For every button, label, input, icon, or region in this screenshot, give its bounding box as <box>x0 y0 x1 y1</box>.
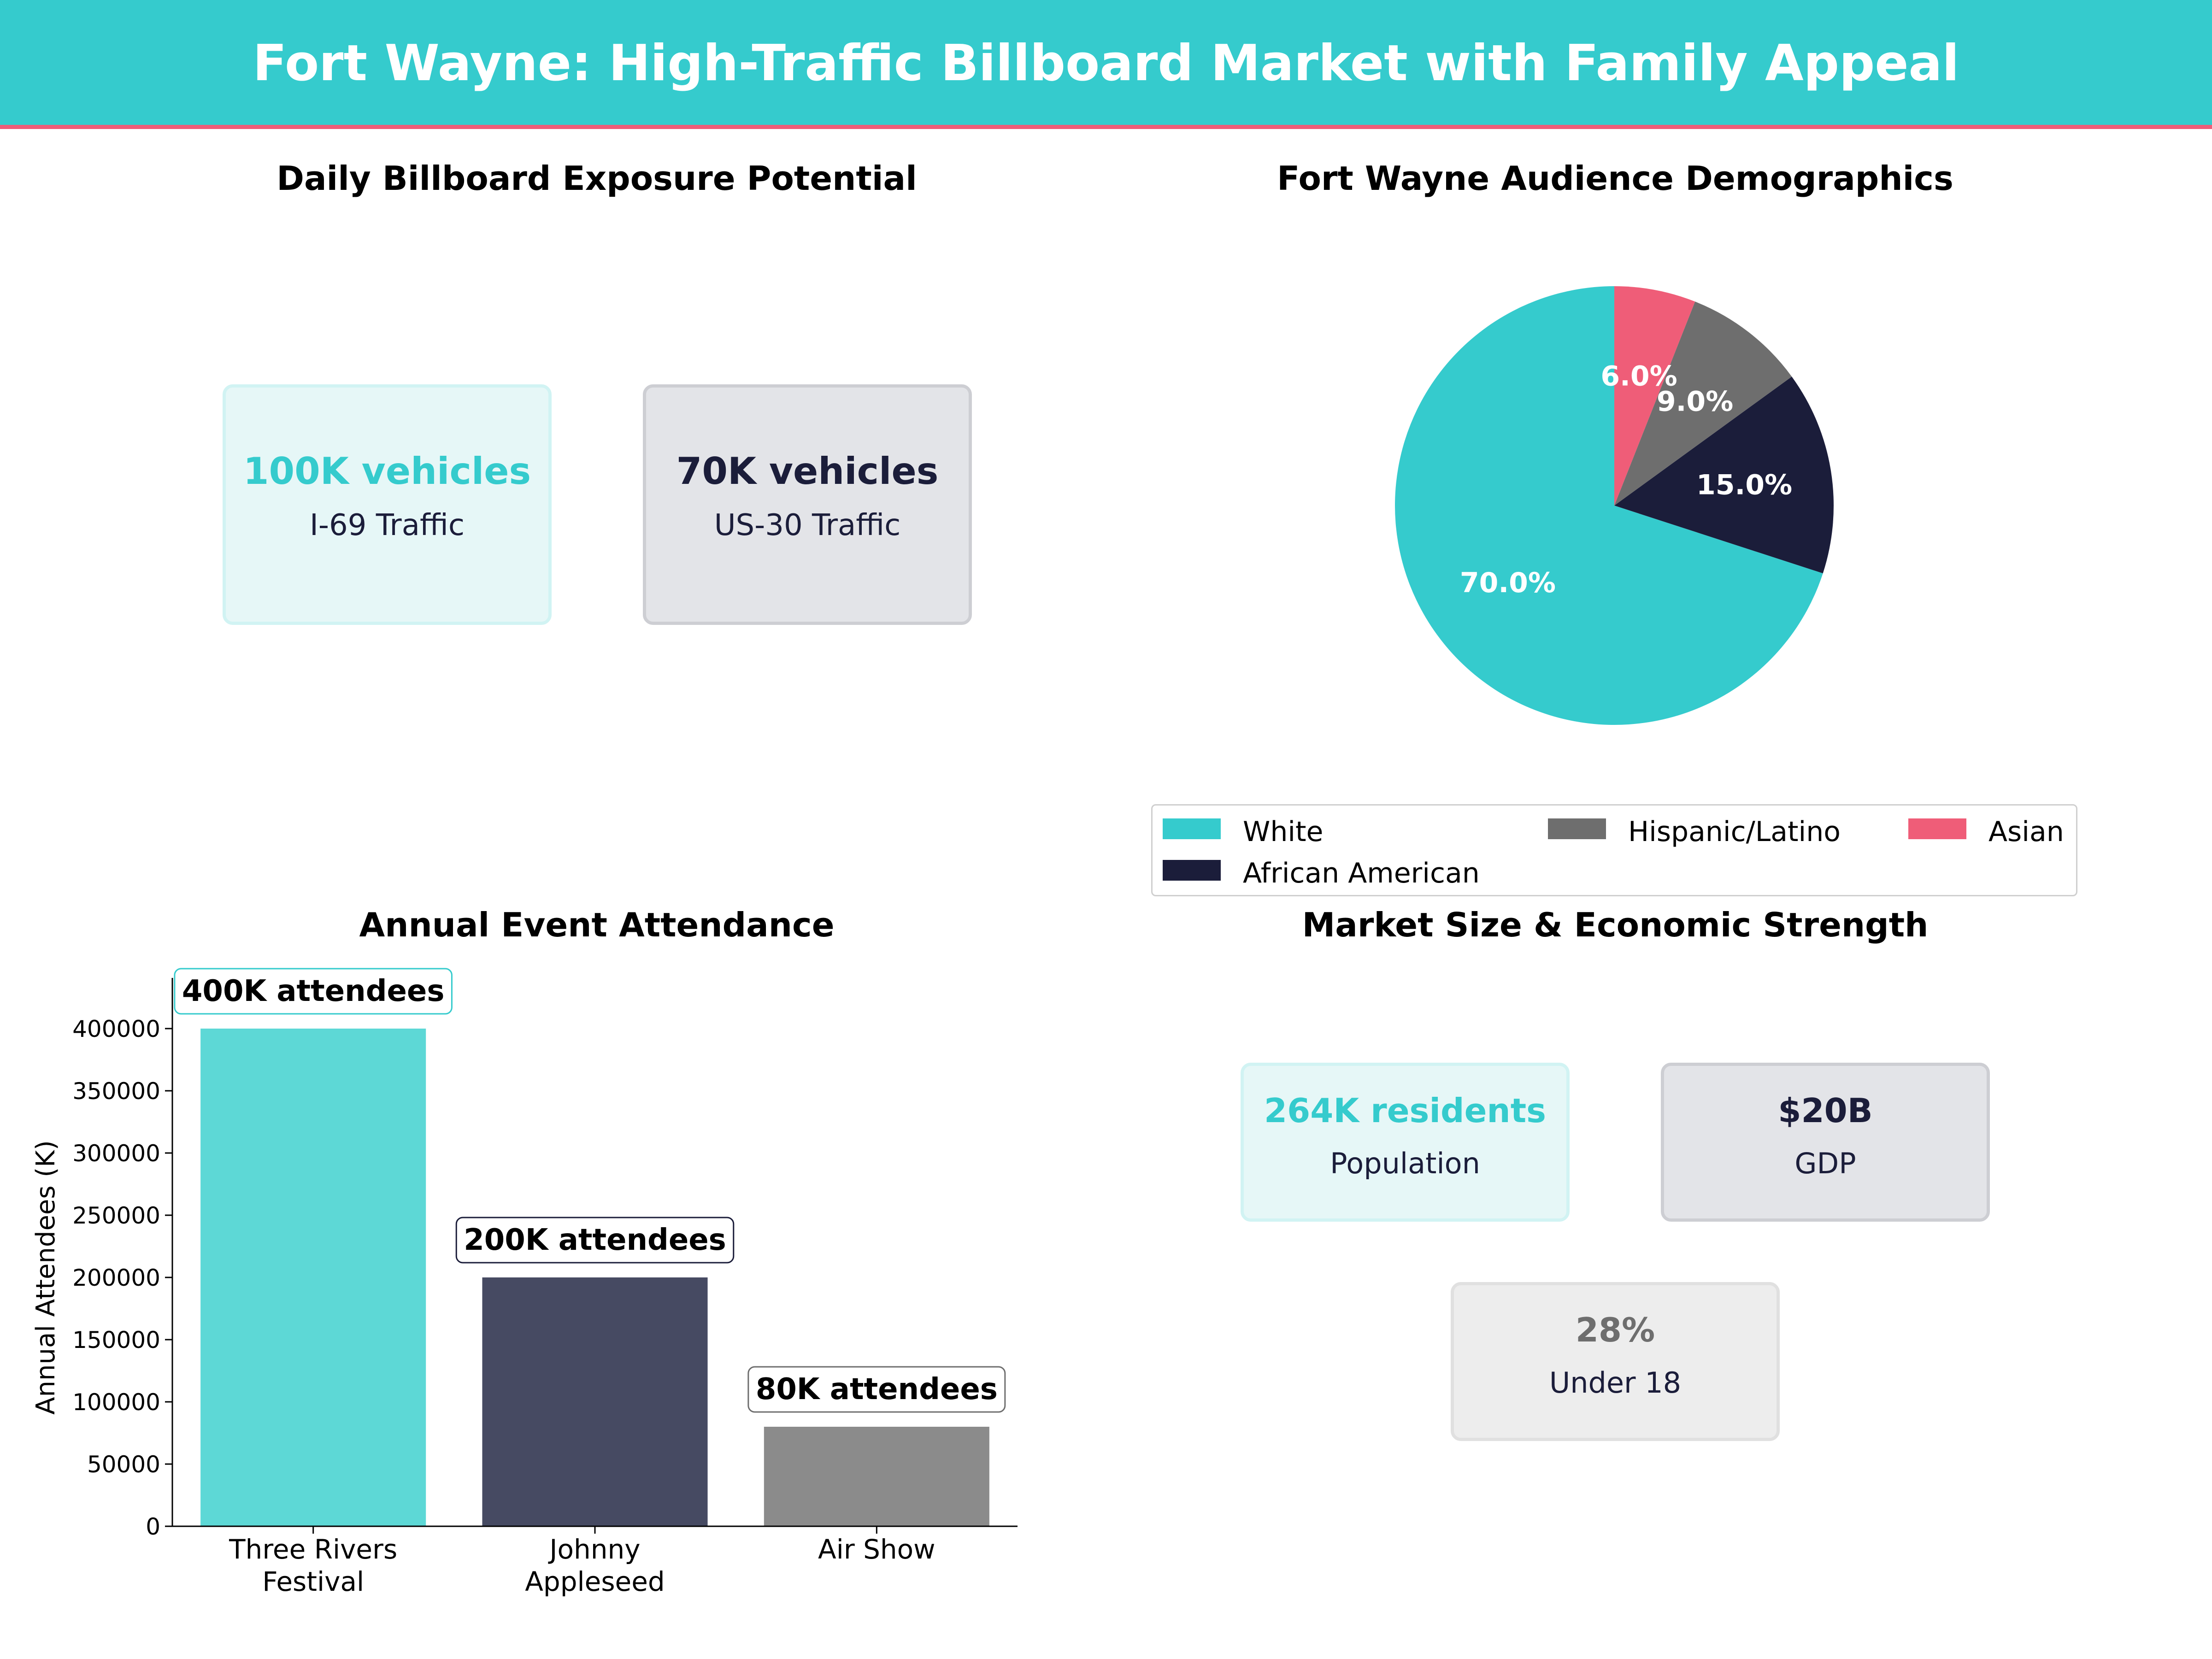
bar-data-label-text: 400K attendees <box>182 974 445 1008</box>
us30-traffic-value: 70K vehicles <box>676 450 939 493</box>
pie-slice-african-american <box>1614 377 1834 574</box>
y-tick-label: 200000 <box>72 1265 160 1291</box>
y-tick-label: 150000 <box>72 1327 160 1353</box>
y-tick-label: 250000 <box>72 1202 160 1229</box>
gdp-card: $20B GDP <box>1661 1063 1990 1222</box>
legend-swatch-african-american <box>1163 860 1221 881</box>
events-panel-title: Annual Event Attendance <box>359 906 835 944</box>
i69-traffic-label: I-69 Traffic <box>309 508 465 542</box>
bar-data-label-box <box>747 1366 1006 1413</box>
x-tick-label-johnny-appleseed: Johnny Appleseed <box>525 1534 665 1597</box>
page-title: Fort Wayne: High-Traffic Billboard Marke… <box>253 35 1959 92</box>
pie-slice-hispanic-latino <box>1614 301 1792 506</box>
i69-traffic-card: 100K vehicles I-69 Traffic <box>223 384 552 625</box>
pie-label-african-american: 15.0% <box>1696 469 1792 501</box>
legend-label-asian: Asian <box>1988 816 2064 848</box>
legend-label-african-american: African American <box>1243 857 1480 889</box>
y-tick-label: 350000 <box>72 1078 160 1105</box>
legend-label-white: White <box>1243 816 1324 848</box>
y-axis-label: Annual Attendees (K) <box>31 1140 61 1415</box>
i69-traffic-value: 100K vehicles <box>243 450 531 493</box>
bar-data-label-text: 200K attendees <box>464 1223 726 1257</box>
bar-three-rivers-festival <box>200 1029 426 1526</box>
y-tick-label: 50000 <box>87 1451 160 1478</box>
y-tick-label: 400000 <box>72 1016 160 1042</box>
y-tick-label: 0 <box>146 1513 160 1540</box>
bar-data-label-three-rivers-festival: 400K attendees <box>174 968 453 1015</box>
gdp-value: $20B <box>1778 1091 1873 1130</box>
bar-data-label-johnny-appleseed: 200K attendees <box>455 1217 735 1264</box>
y-tick-label: 300000 <box>72 1140 160 1167</box>
bar-data-label-air-show: 80K attendees <box>747 1366 1006 1413</box>
demographics-panel-title: Fort Wayne Audience Demographics <box>1277 159 1953 198</box>
demographics-legend: White African American Hispanic/Latino A… <box>1151 804 2077 896</box>
header-banner: Fort Wayne: High-Traffic Billboard Marke… <box>0 0 2212 129</box>
legend-label-hispanic-latino: Hispanic/Latino <box>1628 816 1841 848</box>
population-card: 264K residents Population <box>1241 1063 1570 1222</box>
bar-data-label-box <box>174 968 453 1015</box>
pie-label-hispanic-latino: 9.0% <box>1657 385 1733 418</box>
market-panel-title: Market Size & Economic Strength <box>1302 906 1929 944</box>
x-tick-label-three-rivers-festival: Three Rivers Festival <box>229 1534 397 1597</box>
population-label: Population <box>1330 1147 1480 1180</box>
us30-traffic-card: 70K vehicles US-30 Traffic <box>643 384 972 625</box>
population-value: 264K residents <box>1264 1091 1546 1130</box>
us30-traffic-label: US-30 Traffic <box>714 508 901 542</box>
exposure-panel-title: Daily Billboard Exposure Potential <box>276 159 917 198</box>
legend-swatch-white <box>1163 818 1221 839</box>
legend-swatch-hispanic-latino <box>1548 818 1606 839</box>
pie-slice-white <box>1395 286 1823 725</box>
pie-label-white: 70.0% <box>1460 567 1556 599</box>
under18-card: 28% Under 18 <box>1451 1282 1780 1441</box>
bar-data-label-box <box>455 1217 735 1264</box>
pie-label-asian: 6.0% <box>1600 360 1677 392</box>
bar-johnny-appleseed <box>482 1277 708 1526</box>
under18-label: Under 18 <box>1549 1366 1682 1400</box>
bar-air-show <box>764 1427 989 1526</box>
under18-value: 28% <box>1575 1311 1655 1349</box>
x-tick-label-air-show: Air Show <box>818 1534 935 1565</box>
pie-slice-asian <box>1614 286 1695 506</box>
bar-data-label-text: 80K attendees <box>756 1372 998 1406</box>
gdp-label: GDP <box>1794 1147 1856 1180</box>
y-tick-label: 100000 <box>72 1389 160 1416</box>
legend-swatch-asian <box>1908 818 1966 839</box>
